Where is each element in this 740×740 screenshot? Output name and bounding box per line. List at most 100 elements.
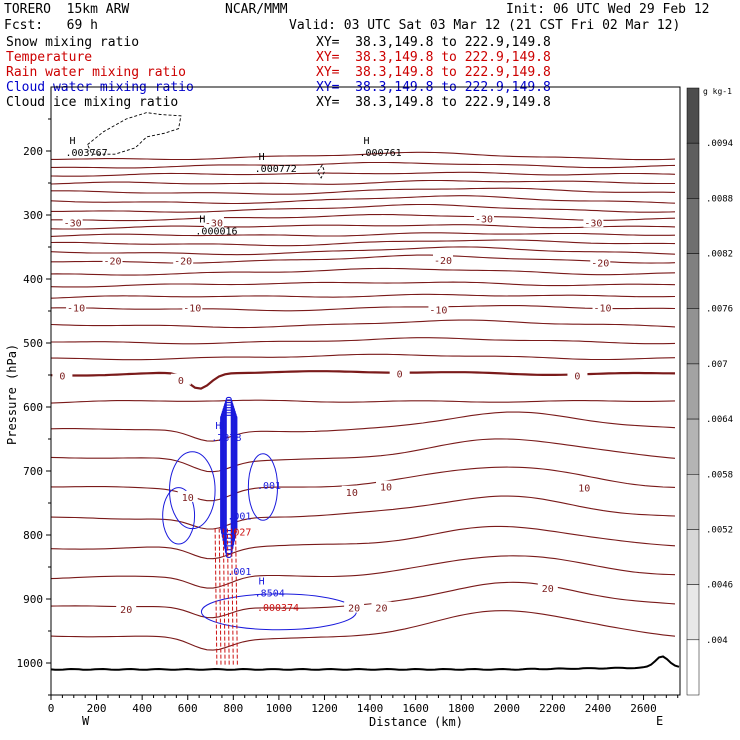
- isotherm-label: 10: [380, 483, 392, 494]
- isotherm-label-bg: [62, 216, 83, 228]
- x-tick-label: 200: [87, 702, 107, 715]
- maxima-labels: H.003767 H.000772H.000761H.000016H.7378.0…: [66, 136, 402, 614]
- x-tick-label: 1400: [357, 702, 384, 715]
- isotherm-line: [50, 195, 676, 205]
- forecast-hour: Fcst: 69 h: [4, 18, 98, 33]
- y-axis: 200 300 400 500 600 700 800 900 1000: [17, 118, 51, 696]
- colorbar-swatch: [686, 308, 700, 365]
- colorbar-tick-label: .0094: [706, 139, 733, 149]
- max-value: .7378: [211, 433, 241, 444]
- init-time: Init: 06 UTC Wed 29 Feb 12: [506, 2, 710, 17]
- x-tick-label: 2200: [539, 702, 566, 715]
- isotherm-line: [51, 151, 676, 161]
- cloud-water-contour: [169, 451, 216, 530]
- colorbar-tick-label: .0082: [706, 250, 733, 260]
- isotherm-label: 20: [375, 604, 387, 615]
- isotherm-label: 10: [578, 483, 590, 494]
- rain-contour: [218, 528, 222, 667]
- cloud-water-contour: [222, 407, 236, 543]
- isotherm-line: [50, 411, 676, 442]
- rain-contour: [231, 528, 234, 667]
- isotherm-label-bg: [590, 256, 611, 268]
- isotherm-label: -30: [475, 214, 493, 225]
- y-tick-label: 300: [23, 209, 43, 222]
- rain-contour: [235, 528, 238, 667]
- isotherm-line: [50, 293, 676, 299]
- colorbar-tick-label: .007: [706, 360, 728, 370]
- field-name: Cloud water mixing ratio: [6, 80, 194, 95]
- colorbar-tick-label: .0088: [706, 194, 733, 204]
- max-value: .003767: [66, 148, 108, 159]
- isotherm-label-bg: [474, 212, 495, 224]
- isotherm-line: [51, 353, 676, 361]
- isotherm-label-bg: [116, 602, 137, 614]
- isotherm-label-bg: [173, 254, 194, 266]
- isotherm-label: -20: [104, 257, 122, 268]
- isotherm-label: -10: [593, 303, 611, 314]
- cloud-water-contour: [221, 409, 236, 539]
- max-value: .001: [227, 567, 251, 578]
- field-xy-range: XY= 38.3,149.8 to 222.9,149.8: [316, 35, 551, 50]
- isotherm-line: [50, 305, 676, 312]
- isotherm-line: [50, 224, 676, 230]
- isotherm-label-bg: [583, 216, 604, 228]
- max-marker: H: [199, 214, 205, 225]
- y-tick-label: 400: [23, 273, 43, 286]
- isotherm-line: [50, 399, 676, 404]
- x-tick-label: 800: [223, 702, 243, 715]
- isotherm-label-bg: [66, 301, 87, 313]
- cloud-water-contour: [220, 412, 237, 535]
- field-xy-range: XY= 38.3,149.8 to 222.9,149.8: [316, 50, 551, 65]
- isotherm-lines: [50, 151, 676, 651]
- cloud-water-contour: [220, 414, 238, 532]
- max-value: .000016: [195, 226, 237, 237]
- west-label: W: [82, 714, 90, 728]
- isotherm-label-bg: [203, 216, 224, 228]
- model-title: TORERO 15km ARW: [4, 2, 130, 17]
- isotherm-label: -10: [429, 305, 447, 316]
- valid-time: Valid: 03 UTC Sat 03 Mar 12 (21 CST Fri …: [289, 18, 681, 33]
- isotherm-line: [50, 171, 676, 177]
- x-tick-label: 1200: [311, 702, 338, 715]
- isotherm-label-bg: [170, 373, 191, 385]
- isotherm-line: [50, 267, 676, 276]
- x-axis: 0 200 400 600 800 1000 1200 1400 1600 1800 2000 220…: [48, 695, 679, 715]
- isotherm-line: [50, 525, 676, 560]
- isotherm-label-bg: [432, 254, 453, 266]
- max-value: .027: [227, 528, 251, 539]
- isotherm-line: [50, 610, 676, 651]
- isotherm-label-bg: [389, 367, 410, 379]
- terrain-line: [50, 655, 680, 671]
- cloud-water-contour: [224, 401, 234, 551]
- isotherm-line: [50, 232, 676, 237]
- x-tick-label: 400: [132, 702, 152, 715]
- isotherm-label-bg: [182, 301, 203, 313]
- max-value: .000374: [257, 603, 299, 614]
- isotherm-line: [50, 495, 676, 530]
- colorbar-swatch: [686, 639, 700, 696]
- isotherm-label: -10: [183, 303, 201, 314]
- max-marker: H: [259, 577, 265, 588]
- isotherm-label: 0: [178, 376, 184, 387]
- max-value: .8504: [255, 589, 285, 600]
- field-xy-range: XY= 38.3,149.8 to 222.9,149.8: [316, 95, 551, 110]
- max-marker: H: [259, 152, 265, 163]
- isotherm-line: [51, 337, 676, 345]
- snow-contour: [317, 164, 325, 179]
- field-name: Cloud ice mixing ratio: [6, 95, 179, 110]
- isotherm-label: -30: [205, 218, 223, 229]
- max-value: .000772: [255, 164, 297, 175]
- isotherm-label: 10: [182, 493, 194, 504]
- colorbar-swatch: [686, 363, 700, 420]
- x-tick-label: 2600: [630, 702, 657, 715]
- cloud-water-contour: [223, 404, 235, 547]
- x-tick-label: 2000: [494, 702, 521, 715]
- max-value: .001: [257, 481, 281, 492]
- max-marker: H: [364, 136, 370, 147]
- colorbar-tick-label: .004: [706, 636, 728, 646]
- colorbar: .0094 .0088 .0082 .0076 .007 .0064 .0058 .0052.…: [686, 87, 733, 696]
- y-tick-label: 500: [23, 337, 43, 350]
- isotherm-line: [50, 438, 676, 473]
- east-label: E: [656, 714, 663, 728]
